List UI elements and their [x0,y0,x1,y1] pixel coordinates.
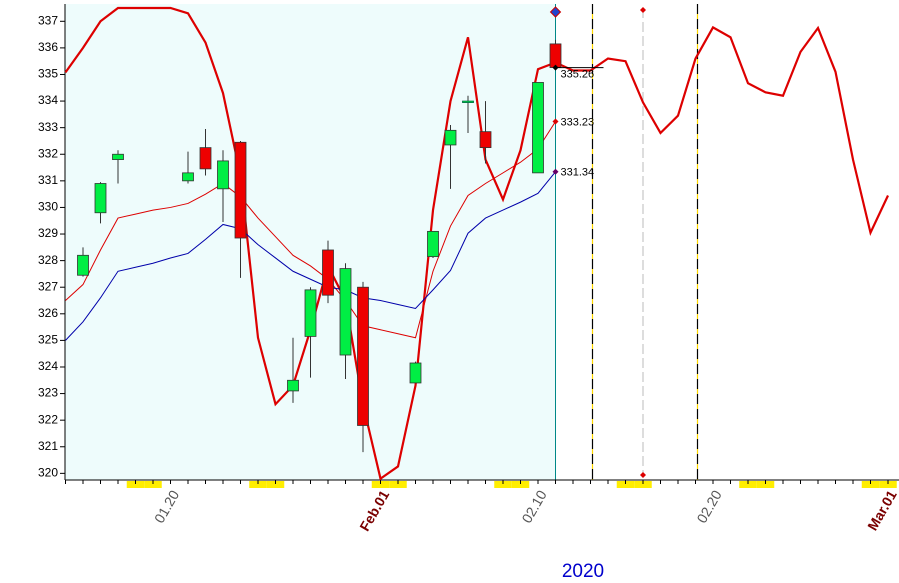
line-series [64,6,889,481]
candle-body [94,183,107,214]
marker [640,7,646,13]
candle-body [339,268,352,356]
x-tick-label: 01.20 [151,487,182,526]
weekend-marker [739,481,757,488]
candle-body [304,289,317,337]
price-marker [552,118,559,125]
candle-body [444,129,457,146]
candle-body [532,82,544,174]
y-tick-label: 326 [38,306,58,320]
candle-body [217,160,229,190]
y-tick-label: 327 [38,279,58,293]
y-tick-label: 336 [38,40,58,54]
weekend-marker [144,481,162,488]
x-tick-label: 02.10 [518,487,549,526]
y-tick-label: 321 [38,439,58,453]
y-tick-label: 337 [38,13,58,27]
weekend-marker [266,481,285,488]
weekend-marker [494,481,512,488]
y-tick-label: 322 [38,412,58,426]
y-tick-label: 324 [38,359,58,373]
x-tick-label: 02.20 [693,487,724,526]
price-marker [552,168,559,175]
candle-body [549,43,562,68]
y-tick-label: 333 [38,120,58,134]
y-tick-label: 335 [38,67,58,81]
weekend-marker [616,481,635,488]
y-tick-label: 323 [38,386,58,400]
candle-body [199,147,212,170]
marker [640,472,646,478]
price-label: 335.26 [561,68,595,80]
history-background [65,4,556,480]
line-series [65,171,556,341]
candle-body [77,254,89,276]
x-tick-label: Feb.01 [356,487,392,534]
y-tick-label: 328 [38,253,58,267]
weekend-marker [389,481,407,488]
marker [549,6,562,18]
candle-body [357,286,369,426]
candle-body [479,131,492,149]
candle-body [234,141,247,239]
candle-body [287,379,299,392]
y-tick-label: 320 [38,466,58,480]
x-tick-label: Mar.01 [864,487,899,533]
weekend-marker [511,481,530,488]
candle-body [427,230,439,258]
candle-body [112,153,124,160]
weekend-marker [861,481,880,488]
weekend-marker [126,481,145,488]
y-tick-label: 330 [38,200,58,214]
x-axis-label: 2020 [562,561,604,582]
y-tick-label: 329 [38,226,58,240]
candle-body [462,100,474,103]
weekend-marker [879,481,897,488]
candle-body [182,172,194,182]
price-label: 331.34 [561,167,595,179]
weekend-marker [756,481,775,488]
weekend-marker [371,481,390,488]
price-label: 333.23 [561,116,595,128]
weekend-marker [634,481,652,488]
weekend-marker [249,481,267,488]
line-series [65,121,556,339]
y-tick-label: 332 [38,146,58,160]
candle-body [322,249,334,296]
y-tick-label: 334 [38,93,58,107]
candle-body [409,362,422,384]
y-tick-label: 325 [38,333,58,347]
y-tick-label: 331 [38,173,58,187]
